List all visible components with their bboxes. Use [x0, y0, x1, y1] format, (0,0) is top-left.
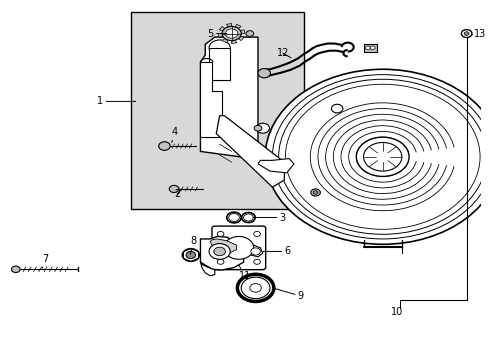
- Polygon shape: [238, 36, 244, 41]
- Text: 3: 3: [253, 212, 285, 222]
- Circle shape: [224, 210, 244, 225]
- Polygon shape: [200, 237, 243, 270]
- Circle shape: [310, 189, 320, 196]
- Circle shape: [225, 29, 237, 38]
- Circle shape: [209, 244, 230, 259]
- Polygon shape: [231, 40, 236, 44]
- Circle shape: [363, 143, 401, 171]
- Polygon shape: [200, 62, 222, 137]
- Circle shape: [256, 123, 269, 133]
- Text: 8: 8: [190, 237, 196, 254]
- Text: 6: 6: [262, 247, 290, 256]
- Polygon shape: [235, 24, 241, 28]
- Text: 7: 7: [42, 254, 48, 268]
- Text: 13: 13: [473, 28, 485, 39]
- Circle shape: [182, 249, 199, 261]
- Polygon shape: [219, 27, 224, 31]
- Text: 1: 1: [97, 96, 135, 107]
- Text: 2: 2: [174, 189, 181, 199]
- Circle shape: [249, 284, 261, 292]
- Circle shape: [331, 104, 342, 113]
- Polygon shape: [226, 23, 231, 27]
- Circle shape: [264, 69, 488, 244]
- Polygon shape: [240, 30, 244, 33]
- Circle shape: [209, 40, 230, 56]
- Circle shape: [159, 142, 170, 150]
- Polygon shape: [200, 37, 258, 158]
- Circle shape: [254, 125, 261, 131]
- Circle shape: [253, 259, 260, 264]
- Circle shape: [356, 137, 408, 176]
- Circle shape: [239, 211, 257, 224]
- Text: 9: 9: [272, 288, 304, 301]
- Text: 11: 11: [238, 265, 250, 282]
- Circle shape: [169, 185, 179, 193]
- Circle shape: [217, 259, 224, 264]
- Circle shape: [11, 266, 20, 273]
- Bar: [209, 48, 230, 80]
- Text: 4: 4: [171, 127, 178, 143]
- Circle shape: [369, 46, 374, 50]
- Polygon shape: [243, 245, 262, 257]
- Polygon shape: [200, 262, 214, 276]
- Circle shape: [213, 247, 225, 256]
- Circle shape: [461, 30, 471, 37]
- Circle shape: [365, 46, 369, 50]
- Circle shape: [463, 32, 468, 35]
- Polygon shape: [210, 239, 236, 253]
- Circle shape: [253, 231, 260, 237]
- Circle shape: [258, 68, 270, 78]
- Circle shape: [312, 191, 317, 194]
- Text: 5: 5: [207, 28, 226, 39]
- FancyBboxPatch shape: [211, 226, 265, 270]
- Circle shape: [245, 31, 253, 36]
- Circle shape: [217, 231, 224, 237]
- Circle shape: [222, 26, 241, 41]
- Polygon shape: [218, 33, 223, 37]
- Polygon shape: [258, 158, 293, 173]
- Circle shape: [250, 248, 260, 255]
- Ellipse shape: [224, 237, 253, 259]
- Bar: [131, 12, 303, 208]
- Bar: [363, 44, 376, 52]
- Polygon shape: [222, 39, 227, 43]
- Polygon shape: [216, 116, 284, 187]
- Circle shape: [185, 251, 195, 258]
- Text: 10: 10: [390, 307, 403, 317]
- Text: 12: 12: [276, 48, 290, 58]
